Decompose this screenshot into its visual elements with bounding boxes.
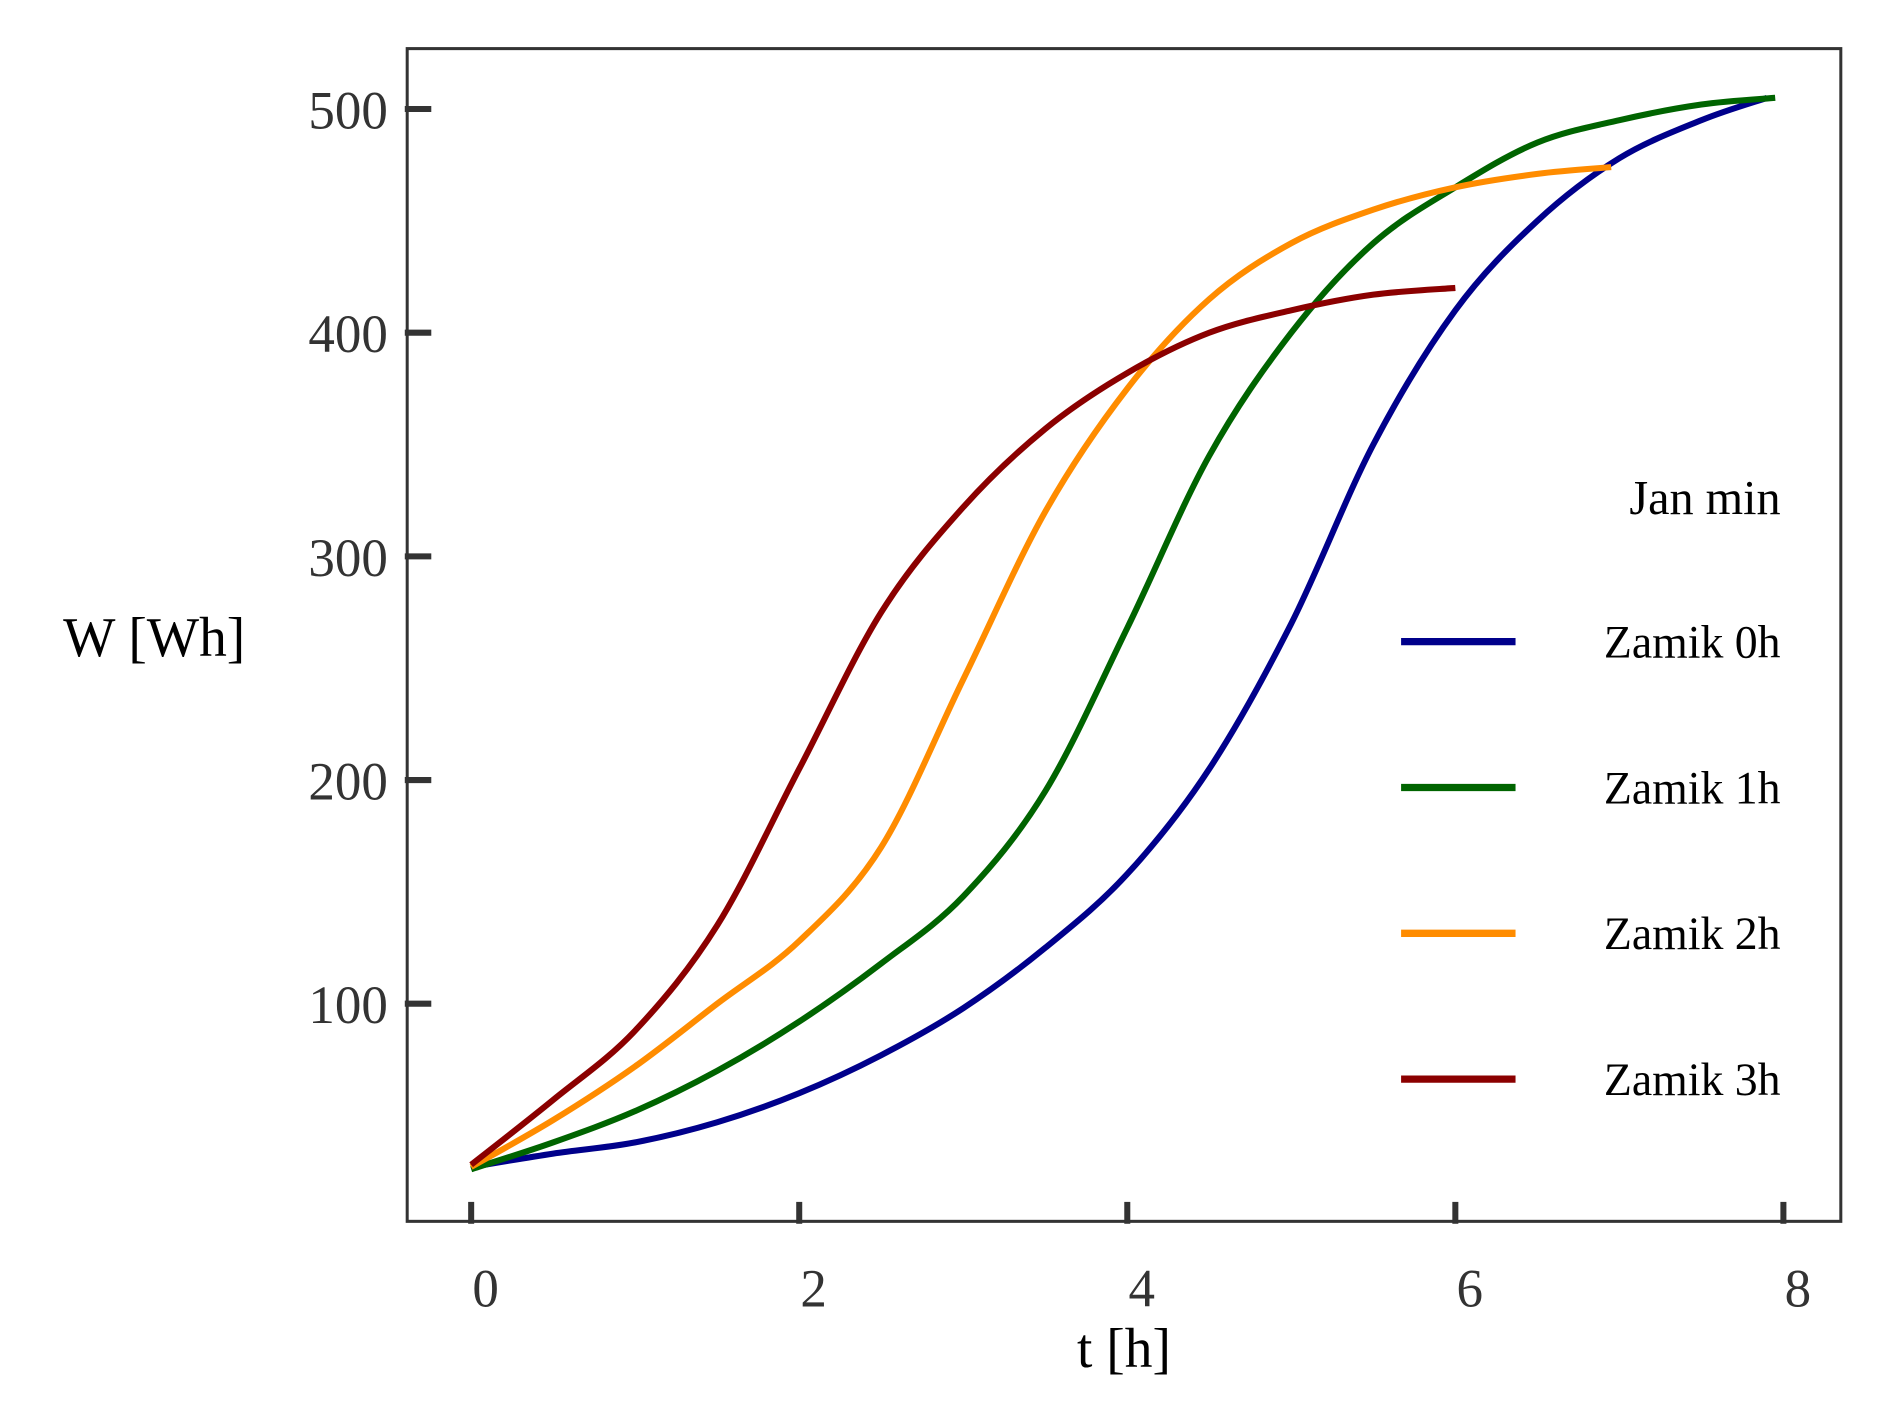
y-tick-label: 400 [308,305,388,364]
series-line-2 [469,164,1612,1170]
legend: Jan min Zamik 0h Zamik 1h Zamik 2h Zamik 3h [1401,472,1781,1105]
legend-label: Zamik 1h [1604,762,1781,813]
y-axis: 100 200 300 400 500 [308,81,432,1035]
x-axis: 0 2 4 6 8 [468,1201,1812,1318]
x-tick-label: 0 [472,1259,499,1318]
series-line-3 [469,284,1456,1168]
series-lines [469,94,1776,1173]
y-tick-label: 300 [308,529,388,588]
y-tick-label: 500 [308,81,388,140]
y-tick-label: 100 [308,976,388,1035]
series-line-0 [470,94,1768,1170]
legend-label: Zamik 2h [1604,908,1781,959]
x-axis-label: t [h] [1077,1318,1171,1380]
x-tick-label: 2 [800,1259,827,1318]
series-line-1 [470,94,1776,1173]
y-axis-label: W [Wh] [63,607,245,669]
legend-title: Jan min [1629,472,1780,525]
legend-label: Zamik 0h [1604,616,1781,667]
legend-label: Zamik 3h [1604,1054,1781,1105]
x-tick-label: 4 [1128,1259,1155,1318]
x-tick-label: 8 [1785,1259,1812,1318]
plot-frame [405,47,1843,1223]
x-tick-label: 6 [1457,1259,1484,1318]
y-tick-label: 200 [308,752,388,811]
